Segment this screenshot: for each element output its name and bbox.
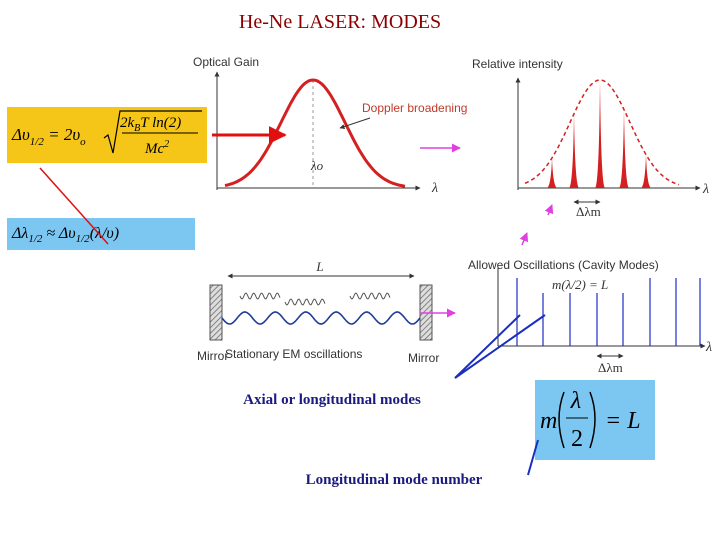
panel-title: Allowed Oscillations (Cavity Modes) — [468, 258, 659, 272]
formula-doppler: Δυ1/2 = 2υo — [11, 125, 86, 148]
f-part: Δλ — [11, 225, 28, 242]
pointer — [527, 439, 539, 476]
spike — [595, 80, 605, 188]
length-label: L — [315, 259, 323, 274]
caption: Longitudinal mode number — [306, 472, 483, 488]
f-part: Mc — [144, 141, 164, 157]
title: He-Ne LASER: MODES — [239, 11, 441, 33]
photons — [239, 292, 391, 306]
f-part: T ln(2) — [140, 115, 181, 131]
envelope — [524, 79, 680, 186]
x-label: λ — [702, 182, 709, 197]
f-part: = 2υ — [44, 125, 80, 144]
formula-wavelength: Δλ1/2 ≈ Δυ1/2(λ/υ) — [11, 225, 119, 245]
f-part: B — [134, 123, 140, 134]
formula-den: Mc2 — [144, 139, 169, 157]
spike — [569, 113, 579, 188]
cavity-panel: L Stationary EM oscillations Mirror Mirr… — [197, 259, 439, 365]
arrow — [544, 204, 554, 216]
condition: m(λ/2) = L — [552, 277, 608, 292]
mirror-label: Mirror — [197, 349, 228, 363]
f-part: 1/2 — [28, 233, 43, 245]
sqrt-sign — [103, 110, 202, 154]
center-label: λo — [310, 158, 324, 173]
mirror-label: Mirror — [408, 351, 439, 365]
formula-box — [7, 107, 207, 163]
pointer — [454, 314, 546, 379]
spike — [641, 154, 651, 188]
annotation: Doppler broadening — [362, 101, 467, 115]
intensity-panel: Relative intensity Δλm λ — [472, 57, 709, 219]
spacing-label: Δλm — [576, 204, 601, 219]
f-part: m — [540, 408, 557, 434]
axis-label: Optical Gain — [193, 55, 259, 69]
mirror — [209, 284, 223, 341]
x-label: λ — [431, 181, 438, 196]
f-part: 2 — [571, 426, 583, 452]
parens — [558, 391, 596, 449]
axis-label: Relative intensity — [472, 57, 563, 71]
modes-panel: Allowed Oscillations (Cavity Modes) m(λ/… — [468, 258, 712, 375]
gain-panel: Optical Gain Doppler broadening λo λ — [193, 55, 467, 196]
f-part: ≈ Δυ — [42, 225, 75, 242]
annotation-arrow — [339, 117, 371, 129]
arrow — [39, 167, 109, 245]
f-part: Δυ — [11, 125, 30, 144]
spike — [619, 109, 629, 188]
spacing-label: Δλm — [598, 360, 623, 375]
f-part: λ — [570, 388, 581, 414]
formula-num: 2kBT ln(2) — [120, 115, 181, 134]
formula-box — [7, 218, 195, 250]
mode-spikes — [547, 80, 651, 188]
caption: Axial or longitudinal modes — [243, 392, 421, 408]
f-part: = L — [605, 408, 641, 434]
pointer — [454, 314, 521, 379]
f-part: 2 — [164, 139, 169, 150]
arrow — [519, 232, 529, 246]
wave-label: Stationary EM oscillations — [225, 347, 362, 361]
f-part: o — [80, 136, 86, 148]
f-part: 1/2 — [76, 233, 91, 245]
standing-wave — [221, 311, 421, 325]
spike — [547, 157, 557, 188]
f-part: 2k — [120, 115, 135, 131]
f-part: 1/2 — [30, 136, 45, 148]
label-bg — [540, 277, 630, 293]
f-part: (λ/υ) — [90, 225, 119, 242]
x-label: λ — [705, 340, 712, 355]
gain-curve — [224, 78, 406, 188]
